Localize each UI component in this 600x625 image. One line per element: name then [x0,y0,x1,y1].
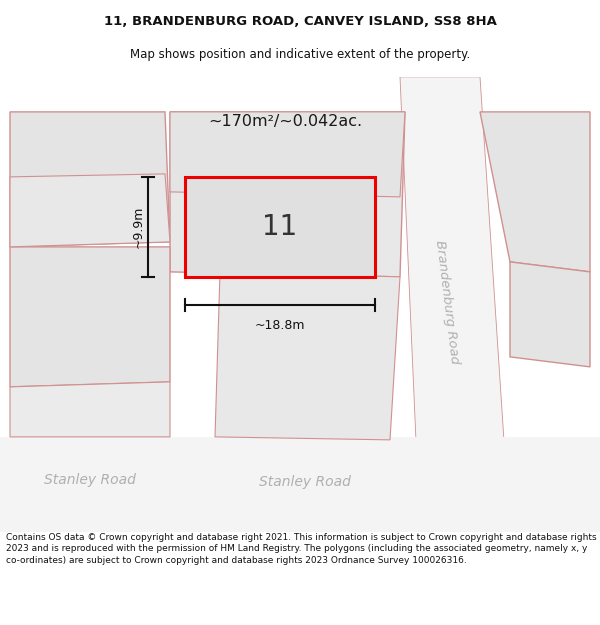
Bar [185,177,375,277]
Polygon shape [480,112,590,272]
Text: 11, BRANDENBURG ROAD, CANVEY ISLAND, SS8 8HA: 11, BRANDENBURG ROAD, CANVEY ISLAND, SS8… [104,15,496,28]
Text: Brandenburg Road: Brandenburg Road [433,239,461,364]
Polygon shape [10,247,170,387]
Polygon shape [10,174,170,247]
Text: 11: 11 [262,213,298,241]
Polygon shape [170,112,405,197]
Polygon shape [170,112,405,277]
Polygon shape [510,262,590,367]
Text: Stanley Road: Stanley Road [259,475,351,489]
Polygon shape [10,382,170,437]
Text: Contains OS data © Crown copyright and database right 2021. This information is : Contains OS data © Crown copyright and d… [6,532,596,565]
Text: ~18.8m: ~18.8m [255,319,305,332]
Polygon shape [10,112,170,247]
Text: Stanley Road: Stanley Road [44,473,136,487]
Text: ~9.9m: ~9.9m [131,206,145,248]
Polygon shape [0,437,600,532]
Text: ~170m²/~0.042ac.: ~170m²/~0.042ac. [208,114,362,129]
Polygon shape [400,77,510,532]
Text: Map shows position and indicative extent of the property.: Map shows position and indicative extent… [130,48,470,61]
Polygon shape [215,272,400,440]
